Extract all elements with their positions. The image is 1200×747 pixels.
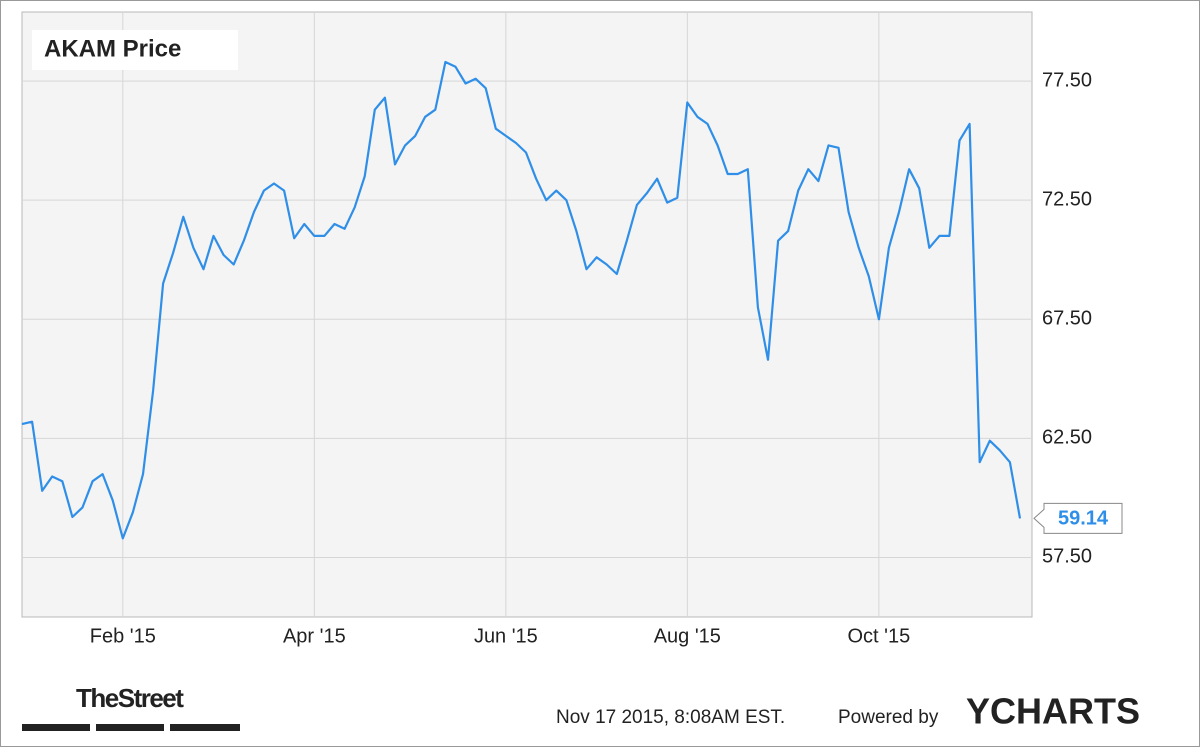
x-tick-label: Oct '15 <box>848 625 911 647</box>
logo-bar <box>96 724 164 731</box>
brand: YCHARTS <box>966 691 1140 732</box>
timestamp: Nov 17 2015, 8:08AM EST. <box>556 707 785 728</box>
y-tick-label: 77.50 <box>1042 69 1092 91</box>
y-tick-label: 67.50 <box>1042 308 1092 330</box>
logo-bar <box>170 724 240 731</box>
thestreet-logo: TheStreet <box>22 683 240 731</box>
y-tick-label: 57.50 <box>1042 546 1092 568</box>
grid <box>22 12 1032 617</box>
source-logo: TheStreet <box>76 683 184 713</box>
x-tick-label: Jun '15 <box>474 625 538 647</box>
powered-by: Powered by <box>838 707 939 728</box>
y-tick-label: 72.50 <box>1042 188 1092 210</box>
chart-title: AKAM Price <box>44 35 181 62</box>
title-box <box>32 30 238 70</box>
marks <box>21 60 1022 540</box>
x-tick-label: Aug '15 <box>654 625 721 647</box>
last-value-label: 59.14 <box>1058 508 1109 530</box>
last-value-tag <box>1033 502 1123 534</box>
x-tick-label: Apr '15 <box>283 625 346 647</box>
y-tick-label: 62.50 <box>1042 427 1092 449</box>
x-tick-label: Feb '15 <box>90 625 156 647</box>
plot-area <box>21 11 1033 618</box>
price-line <box>21 60 1022 540</box>
logo-bar <box>22 724 90 731</box>
